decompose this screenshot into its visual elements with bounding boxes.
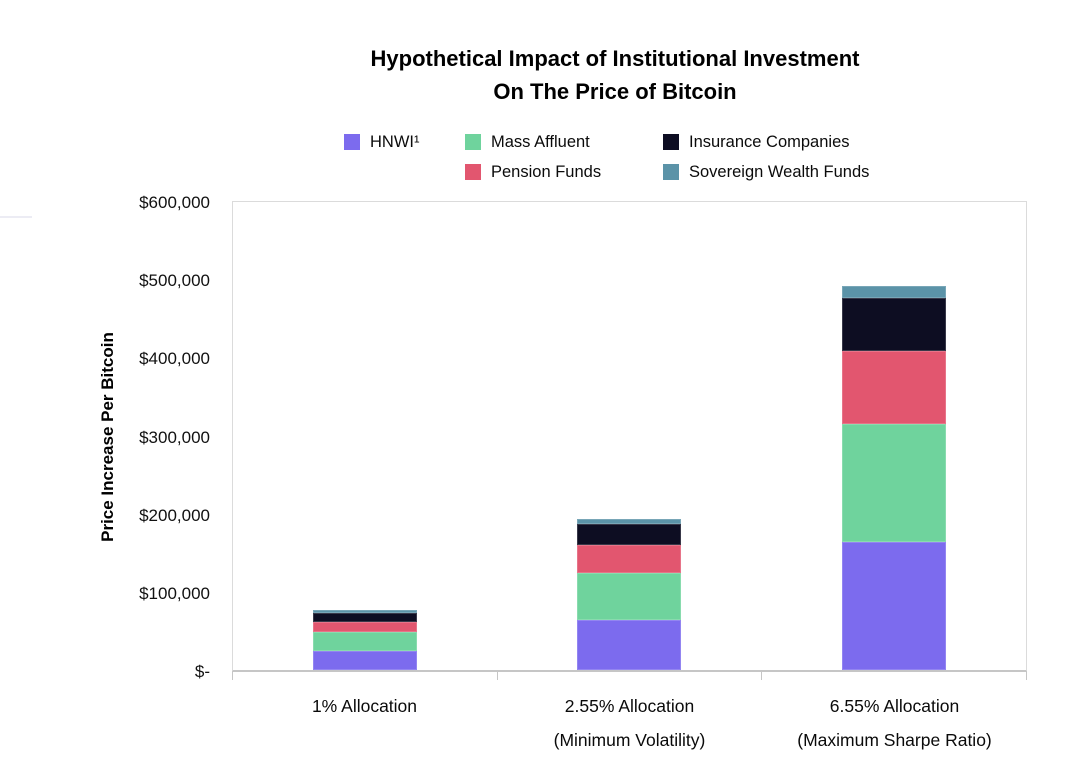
x-axis-tick — [761, 671, 763, 680]
chart-title-line1: Hypothetical Impact of Institutional Inv… — [370, 46, 860, 71]
legend-item-pension-funds: Pension Funds — [465, 162, 601, 182]
bar-segment-hnwi — [577, 620, 682, 670]
x-category-label-6-55-allocation: 6.55% Allocation (Maximum Sharpe Ratio) — [745, 689, 1045, 757]
legend-item-mass-affluent: Mass Affluent — [465, 132, 590, 152]
bar-segment-sovereign-wealth-funds — [313, 610, 418, 614]
x-category-label-1-allocation: 1% Allocation — [215, 689, 515, 723]
bar-segment-mass-affluent — [577, 573, 682, 621]
x-category-label-line1: 2.55% Allocation — [564, 696, 695, 716]
bar-segment-pension-funds — [841, 351, 946, 424]
legend-label: Sovereign Wealth Funds — [689, 162, 870, 181]
x-category-label-line2: (Minimum Volatility) — [553, 730, 706, 750]
bar-segment-hnwi — [841, 542, 946, 670]
bar-segment-insurance-companies — [577, 524, 682, 546]
bar-segment-hnwi — [313, 650, 418, 670]
bar-segment-mass-affluent — [313, 631, 418, 651]
legend-label: HNWI¹ — [370, 132, 420, 151]
y-tick-label: $300,000 — [139, 427, 210, 447]
bar-segment-insurance-companies — [313, 613, 418, 622]
chart-title: Hypothetical Impact of Institutional Inv… — [150, 42, 1080, 108]
bar-segment-sovereign-wealth-funds — [577, 519, 682, 525]
stacked-bar — [841, 285, 946, 670]
bar-segment-sovereign-wealth-funds — [841, 285, 946, 299]
legend-swatch-mass-affluent — [465, 134, 481, 150]
legend-item-sovereign-wealth-funds: Sovereign Wealth Funds — [663, 162, 869, 182]
x-category-label-2-55-allocation: 2.55% Allocation (Minimum Volatility) — [480, 689, 780, 757]
bar-1-allocation — [233, 202, 497, 670]
x-category-label-line2: (Maximum Sharpe Ratio) — [797, 730, 992, 750]
plot-area — [232, 201, 1027, 672]
chart-title-line2: On The Price of Bitcoin — [493, 79, 737, 104]
bar-6-55-allocation — [762, 202, 1026, 670]
stacked-bar — [313, 610, 418, 670]
legend-item-insurance-companies: Insurance Companies — [663, 132, 850, 152]
y-tick-label: $400,000 — [139, 349, 210, 369]
legend-swatch-insurance-companies — [663, 134, 679, 150]
y-tick-label: $200,000 — [139, 505, 210, 525]
bar-segment-pension-funds — [313, 621, 418, 632]
x-category-label-line1: 1% Allocation — [311, 696, 418, 716]
legend-swatch-pension-funds — [465, 164, 481, 180]
bar-segment-insurance-companies — [841, 298, 946, 352]
y-tick-label: $600,000 — [139, 193, 210, 212]
legend-label: Pension Funds — [491, 162, 602, 181]
bar-2-55-allocation — [497, 202, 761, 670]
legend-item-hnwi: HNWI¹ — [344, 132, 419, 152]
left-edge-divider — [0, 216, 32, 218]
legend-label: Mass Affluent — [491, 132, 590, 151]
x-axis-tick — [232, 671, 233, 680]
legend-swatch-sovereign-wealth-funds — [663, 164, 679, 180]
bar-segment-mass-affluent — [841, 423, 946, 543]
y-tick-label: $100,000 — [139, 583, 210, 603]
y-tick-label: $500,000 — [139, 271, 210, 291]
x-category-label-line1: 6.55% Allocation — [829, 696, 960, 716]
bar-segment-pension-funds — [577, 545, 682, 574]
x-axis-tick — [496, 671, 498, 680]
x-axis-tick — [1026, 671, 1027, 680]
legend-swatch-hnwi — [344, 134, 360, 150]
legend-label: Insurance Companies — [689, 132, 850, 151]
stacked-bar — [577, 519, 682, 670]
y-tick-label: $- — [194, 662, 210, 682]
